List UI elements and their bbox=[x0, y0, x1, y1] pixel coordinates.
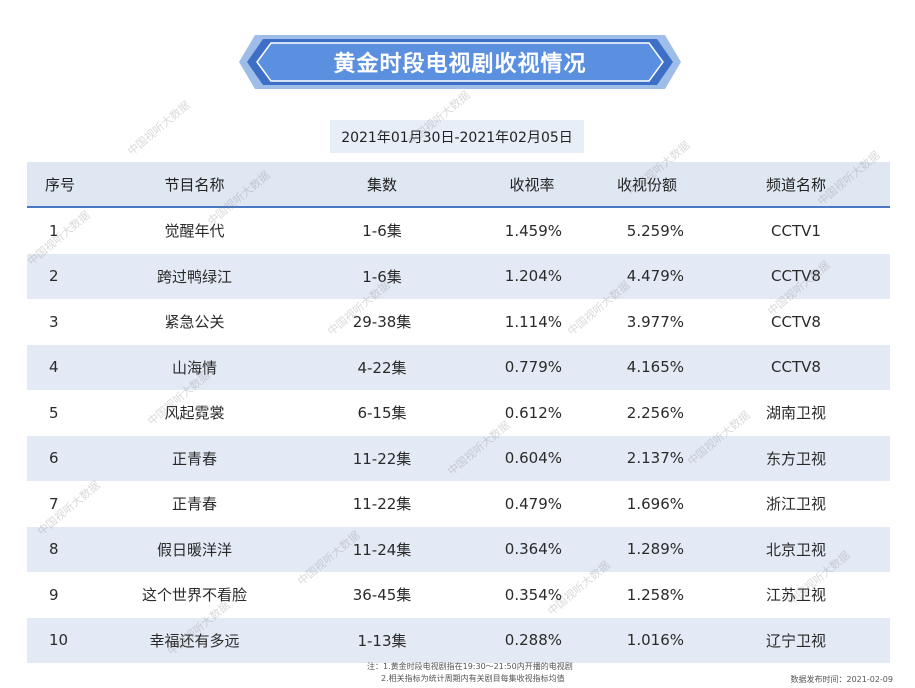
cell-channel: 辽宁卫视 bbox=[765, 631, 826, 650]
cell-rating: 0.612% bbox=[504, 403, 562, 422]
cell-channel: CCTV8 bbox=[771, 312, 821, 331]
header-rating: 收视率 bbox=[509, 175, 555, 194]
cell-episodes: 6-15集 bbox=[357, 404, 407, 423]
table-row: 5 风起霓裳 6-15集 0.612% 2.256% 湖南卫视 bbox=[27, 390, 890, 436]
table-row: 1 觉醒年代 1-6集 1.459% 5.259% CCTV1 bbox=[27, 208, 890, 254]
cell-rating: 0.354% bbox=[504, 585, 562, 604]
cell-share: 2.137% bbox=[626, 449, 684, 468]
header-share: 收视份额 bbox=[616, 175, 677, 194]
cell-program: 紧急公关 bbox=[164, 313, 225, 332]
cell-rating: 0.779% bbox=[504, 358, 562, 377]
cell-rank: 10 bbox=[49, 631, 69, 650]
cell-channel: CCTV8 bbox=[771, 358, 821, 377]
cell-episodes: 11-24集 bbox=[352, 540, 412, 559]
cell-channel: 北京卫视 bbox=[765, 540, 826, 559]
cell-episodes: 36-45集 bbox=[352, 586, 412, 605]
cell-program: 这个世界不看脸 bbox=[141, 586, 247, 605]
cell-program: 跨过鸭绿江 bbox=[156, 267, 232, 286]
cell-episodes: 1-6集 bbox=[362, 267, 402, 286]
banner-shape bbox=[239, 35, 681, 89]
cell-program: 幸福还有多远 bbox=[149, 631, 240, 650]
cell-share: 2.256% bbox=[626, 403, 684, 422]
table-row: 10 幸福还有多远 1-13集 0.288% 1.016% 辽宁卫视 bbox=[27, 617, 890, 663]
cell-share: 5.259% bbox=[626, 221, 684, 240]
cell-program: 正青春 bbox=[171, 495, 217, 514]
header-episodes: 集数 bbox=[366, 175, 397, 194]
cell-share: 1.696% bbox=[626, 494, 684, 513]
cell-channel: CCTV8 bbox=[771, 267, 821, 286]
cell-rank: 5 bbox=[49, 403, 59, 422]
cell-rating: 0.364% bbox=[504, 540, 562, 559]
header-rank: 序号 bbox=[45, 175, 76, 194]
header-program: 节目名称 bbox=[164, 175, 225, 194]
cell-rating: 1.114% bbox=[504, 312, 562, 331]
cell-episodes: 11-22集 bbox=[352, 495, 412, 514]
table-row: 6 正青春 11-22集 0.604% 2.137% 东方卫视 bbox=[27, 435, 890, 481]
cell-share: 1.289% bbox=[626, 540, 684, 559]
table-row: 7 正青春 11-22集 0.479% 1.696% 浙江卫视 bbox=[27, 481, 890, 527]
table-row: 3 紧急公关 29-38集 1.114% 3.977% CCTV8 bbox=[27, 299, 890, 345]
cell-rank: 7 bbox=[49, 494, 59, 513]
table-header: 序号 节目名称 集数 收视率 收视份额 频道名称 bbox=[27, 162, 890, 208]
cell-rank: 9 bbox=[49, 585, 59, 604]
table-row: 2 跨过鸭绿江 1-6集 1.204% 4.479% CCTV8 bbox=[27, 253, 890, 299]
cell-share: 4.165% bbox=[626, 358, 684, 377]
cell-episodes: 1-13集 bbox=[357, 631, 407, 650]
cell-program: 山海情 bbox=[171, 358, 217, 377]
date-range: 2021年01月30日-2021年02月05日 bbox=[330, 120, 584, 153]
page-title: 黄金时段电视剧收视情况 bbox=[333, 52, 587, 77]
cell-channel: 江苏卫视 bbox=[765, 586, 826, 605]
cell-program: 风起霓裳 bbox=[164, 404, 225, 423]
cell-rating: 1.459% bbox=[504, 221, 562, 240]
title-banner: 黄金时段电视剧收视情况 bbox=[237, 31, 683, 93]
footnote-2: 2.相关指标为统计周期内有关剧目每集收视指标均值 bbox=[381, 674, 565, 683]
table-row: 8 假日暖洋洋 11-24集 0.364% 1.289% 北京卫视 bbox=[27, 526, 890, 572]
cell-program: 正青春 bbox=[171, 449, 217, 468]
release-date: 数据发布时间：2021-02-09 bbox=[790, 675, 894, 684]
footnote-1: 注：1.黄金时段电视剧指在19:30～21:50内开播的电视剧 bbox=[367, 662, 573, 671]
cell-channel: 浙江卫视 bbox=[765, 495, 826, 514]
cell-share: 4.479% bbox=[626, 267, 684, 286]
cell-rating: 0.288% bbox=[504, 631, 562, 650]
cell-program: 觉醒年代 bbox=[164, 222, 225, 241]
table-row: 4 山海情 4-22集 0.779% 4.165% CCTV8 bbox=[27, 344, 890, 390]
cell-share: 1.258% bbox=[626, 585, 684, 604]
cell-share: 1.016% bbox=[626, 631, 684, 650]
cell-rank: 1 bbox=[49, 221, 59, 240]
cell-channel: 湖南卫视 bbox=[765, 404, 826, 423]
ratings-table: 序号 节目名称 集数 收视率 收视份额 频道名称 1 觉醒年代 1-6集 1.4… bbox=[27, 162, 890, 663]
cell-rank: 3 bbox=[49, 312, 59, 331]
cell-share: 3.977% bbox=[626, 312, 684, 331]
cell-rank: 4 bbox=[49, 358, 59, 377]
cell-episodes: 11-22集 bbox=[352, 449, 412, 468]
cell-rank: 8 bbox=[49, 540, 59, 559]
table-row: 9 这个世界不看脸 36-45集 0.354% 1.258% 江苏卫视 bbox=[27, 572, 890, 618]
footnotes: 注：1.黄金时段电视剧指在19:30～21:50内开播的电视剧 2.相关指标为统… bbox=[367, 661, 573, 685]
cell-channel: 东方卫视 bbox=[765, 449, 826, 468]
cell-rating: 1.204% bbox=[504, 267, 562, 286]
cell-rank: 6 bbox=[49, 449, 59, 468]
cell-channel: CCTV1 bbox=[771, 221, 821, 240]
cell-program: 假日暖洋洋 bbox=[156, 540, 232, 559]
cell-episodes: 1-6集 bbox=[362, 222, 402, 241]
cell-rating: 0.479% bbox=[504, 494, 562, 513]
cell-episodes: 4-22集 bbox=[357, 358, 407, 377]
cell-rank: 2 bbox=[49, 267, 59, 286]
header-channel: 频道名称 bbox=[765, 175, 826, 194]
watermark: 中国视听大数据 bbox=[125, 98, 193, 159]
cell-rating: 0.604% bbox=[504, 449, 562, 468]
cell-episodes: 29-38集 bbox=[352, 313, 412, 332]
